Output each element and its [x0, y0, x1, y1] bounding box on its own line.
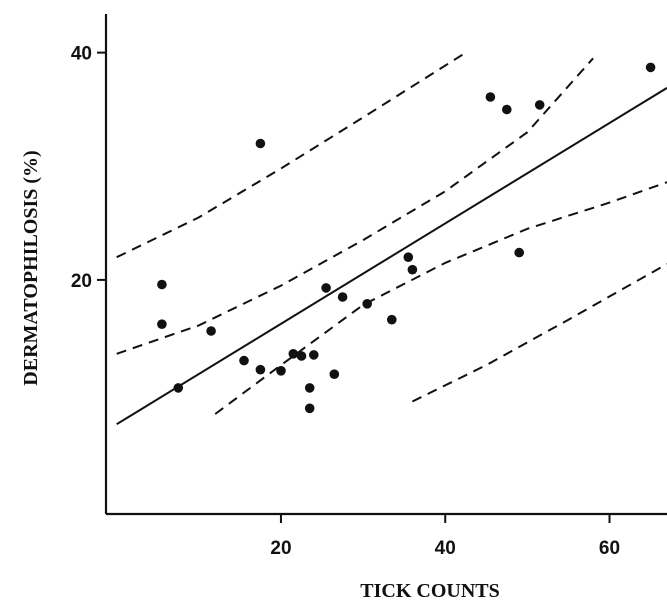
- confidence-band-lower-line: [214, 181, 667, 415]
- x-axis-title: TICK COUNTS: [360, 580, 499, 601]
- x-tick-label: 20: [270, 538, 291, 559]
- data-point: [173, 383, 184, 393]
- y-axis-title: DERMATOPHILOSIS (%): [20, 150, 42, 385]
- y-tick-label: 20: [71, 271, 92, 292]
- data-point: [157, 319, 167, 330]
- y-tick-label: 40: [71, 44, 92, 65]
- data-point: [255, 364, 266, 375]
- prediction-band-lower-line: [411, 263, 667, 403]
- x-tick-label: 60: [599, 538, 620, 559]
- data-point: [239, 355, 249, 366]
- plot-points: [157, 62, 656, 414]
- data-point: [288, 349, 299, 359]
- data-point: [329, 369, 340, 380]
- data-point: [276, 366, 286, 376]
- data-point: [321, 283, 331, 293]
- confidence-band-upper-line: [116, 57, 594, 355]
- plot-lines: [116, 51, 667, 426]
- data-point: [502, 104, 512, 115]
- data-point: [157, 279, 167, 290]
- ticks: 20 40 60 20 40: [71, 44, 620, 559]
- data-point: [485, 92, 496, 102]
- data-point: [304, 403, 315, 414]
- data-point: [362, 299, 373, 309]
- data-point: [337, 292, 348, 302]
- axes: [104, 14, 667, 516]
- x-tick-label: 40: [435, 538, 456, 559]
- data-point: [514, 247, 524, 258]
- data-point: [403, 252, 414, 262]
- data-point: [407, 264, 418, 275]
- data-point: [296, 351, 307, 361]
- data-point: [304, 383, 315, 393]
- prediction-band-upper-line: [116, 51, 467, 259]
- data-point: [534, 100, 545, 110]
- data-point: [255, 138, 266, 149]
- data-point: [309, 350, 319, 360]
- data-point: [387, 314, 397, 325]
- data-point: [645, 62, 656, 73]
- data-point: [206, 326, 216, 336]
- regression-line: [116, 87, 667, 426]
